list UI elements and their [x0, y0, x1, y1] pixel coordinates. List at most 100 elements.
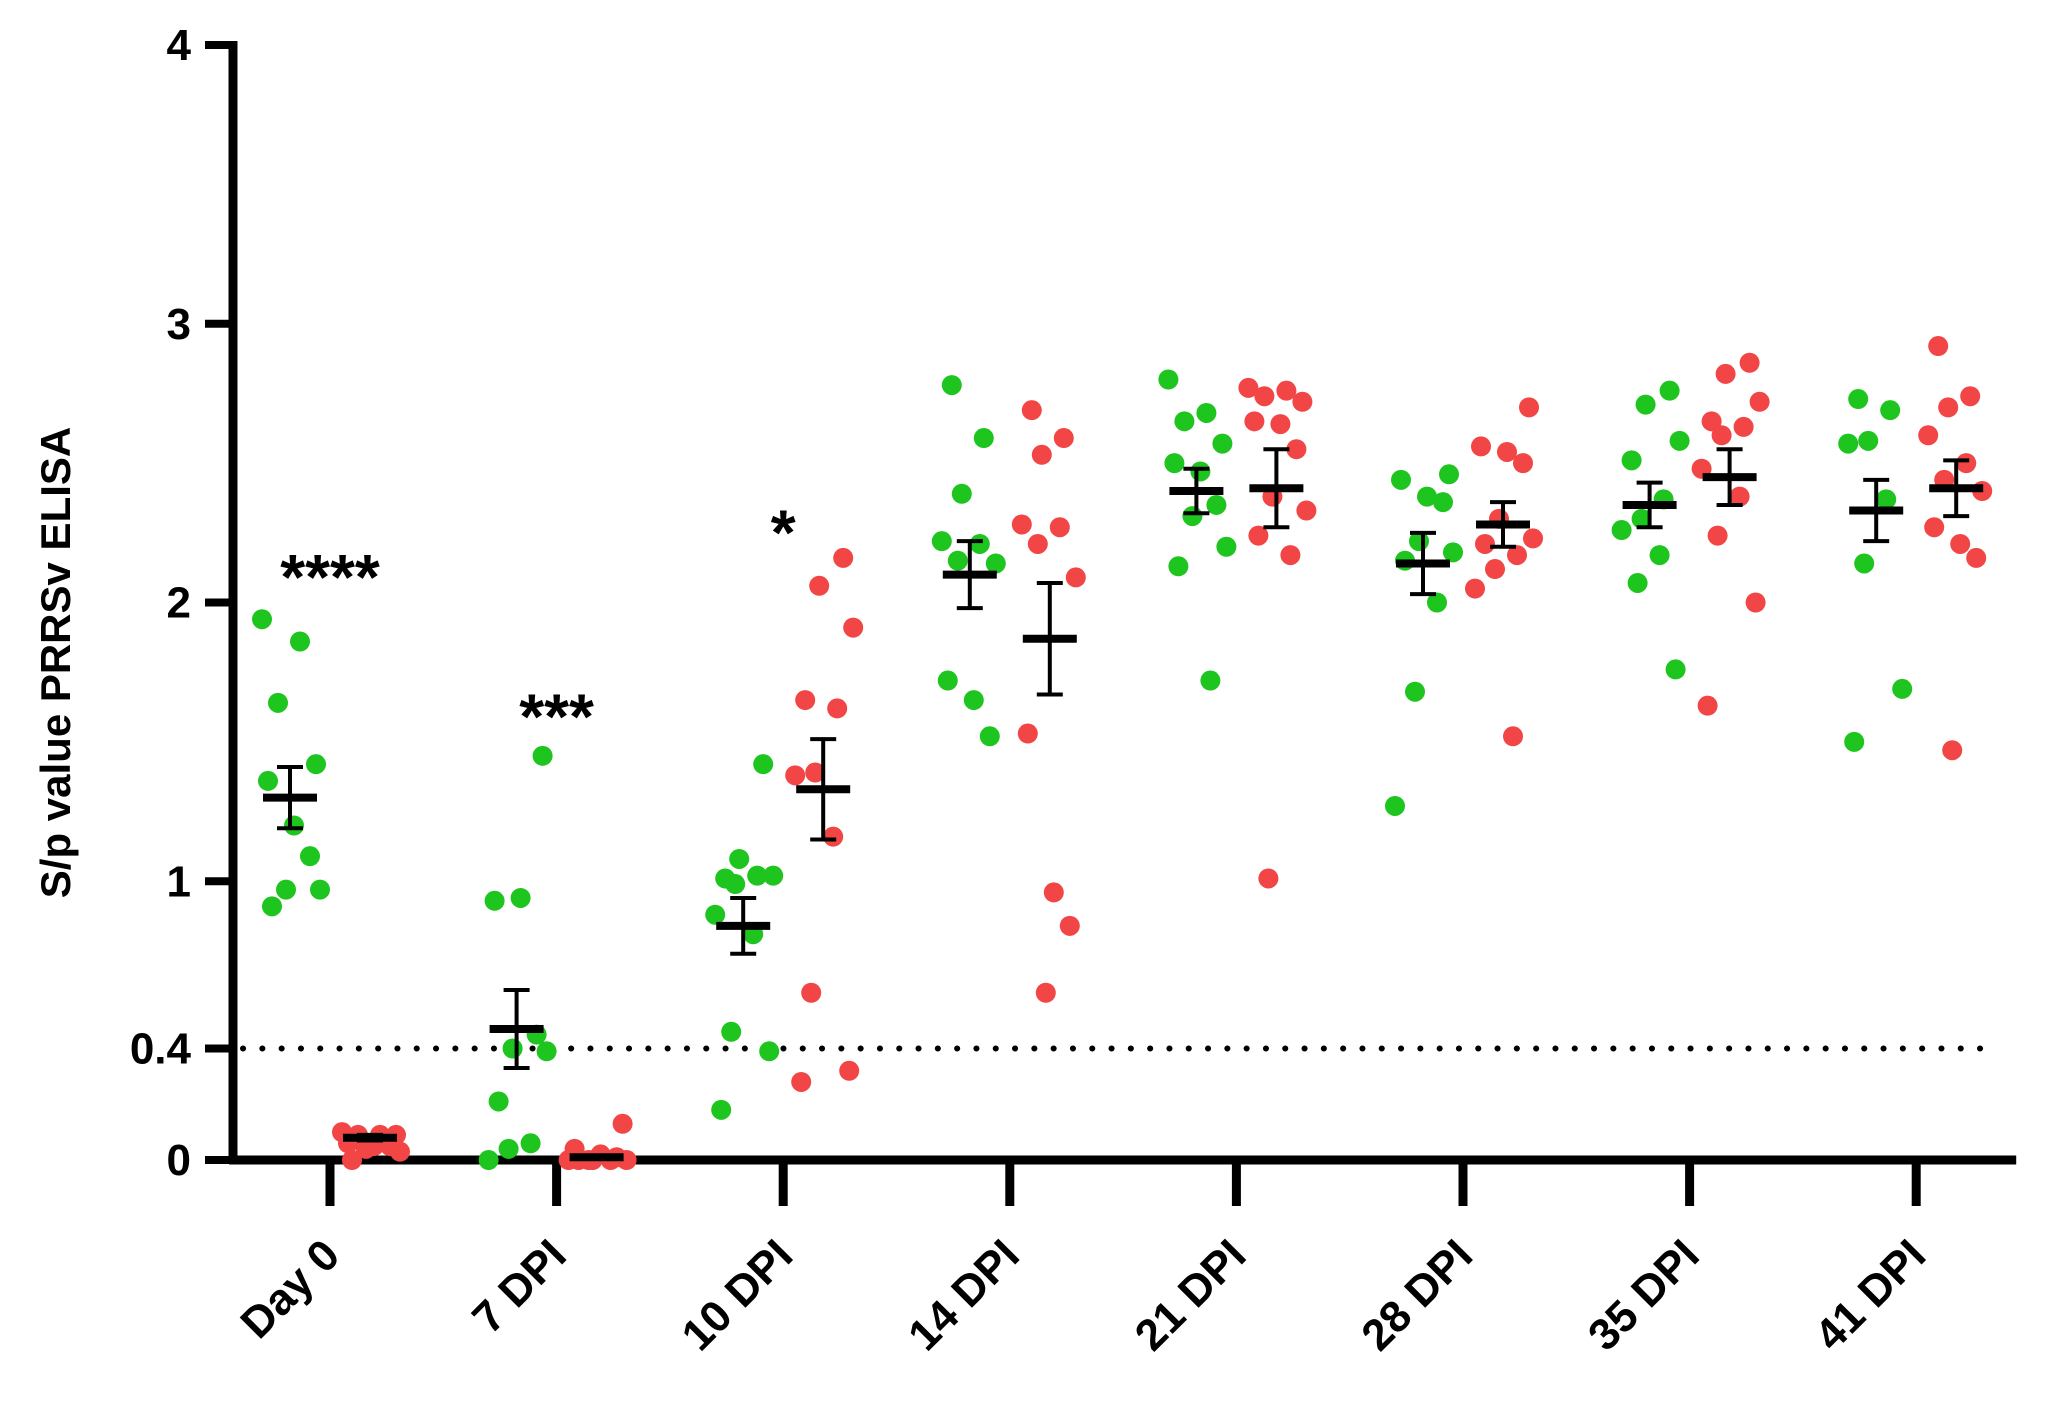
data-point — [1174, 411, 1195, 432]
data-point — [1697, 695, 1718, 716]
data-point — [290, 631, 310, 652]
data-point — [1844, 731, 1865, 752]
data-point — [795, 690, 816, 711]
data-point — [1876, 489, 1897, 510]
data-point — [1665, 659, 1686, 680]
data-point — [963, 690, 984, 711]
data-point — [1059, 915, 1080, 936]
significance-marker: * — [771, 496, 796, 568]
data-point — [1244, 411, 1265, 432]
data-point — [951, 483, 972, 504]
data-point — [1854, 553, 1875, 574]
mean-sem-bars — [263, 447, 1984, 1162]
data-point — [1918, 425, 1939, 446]
data-point — [941, 375, 962, 396]
data-point — [833, 547, 854, 568]
data-point — [1065, 567, 1086, 588]
data-point — [1035, 982, 1056, 1003]
data-point — [1433, 492, 1453, 513]
x-tick-label: 35 DPI — [1579, 1230, 1709, 1360]
data-point — [1158, 369, 1179, 390]
data-point — [1296, 500, 1317, 521]
data-point — [612, 1113, 633, 1134]
x-tick-label: 10 DPI — [673, 1230, 803, 1360]
data-point — [1956, 453, 1977, 474]
data-point — [1669, 430, 1690, 451]
data-point — [390, 1141, 410, 1162]
data-point — [947, 550, 968, 571]
data-point — [1715, 363, 1736, 384]
data-point — [823, 826, 844, 847]
data-point — [488, 1091, 509, 1112]
data-point — [1928, 336, 1949, 357]
data-point — [342, 1150, 362, 1170]
significance-annotations: ******** — [280, 496, 796, 752]
data-point — [1190, 461, 1211, 482]
data-point — [1960, 386, 1981, 407]
data-point — [839, 1060, 860, 1081]
data-point — [725, 874, 746, 895]
data-points — [252, 336, 1993, 1170]
data-point — [1635, 394, 1656, 415]
data-point — [1417, 486, 1437, 507]
data-point — [1838, 433, 1859, 454]
data-point — [1276, 380, 1297, 401]
data-point — [1286, 439, 1307, 460]
data-point — [1485, 559, 1505, 580]
data-point — [1507, 545, 1527, 566]
data-point — [1950, 533, 1971, 554]
data-point — [1168, 556, 1189, 577]
data-point — [284, 815, 304, 836]
data-point — [1439, 464, 1459, 485]
data-point — [1443, 542, 1463, 563]
data-point — [973, 428, 994, 449]
data-point — [310, 879, 330, 900]
data-point — [1216, 536, 1237, 557]
data-point — [1212, 433, 1233, 454]
data-point — [520, 1133, 541, 1154]
data-point — [1280, 545, 1301, 566]
data-point — [805, 762, 826, 783]
data-point — [1196, 402, 1217, 423]
y-tick-label: 4 — [167, 21, 192, 70]
y-tick-label: 1 — [167, 857, 191, 906]
data-point — [1519, 397, 1539, 418]
data-point — [1611, 520, 1632, 541]
data-point — [1475, 533, 1495, 554]
data-point — [1182, 506, 1203, 527]
data-point — [268, 692, 288, 713]
data-point — [1292, 391, 1313, 412]
data-point — [1627, 572, 1648, 593]
x-tick-label: 28 DPI — [1352, 1230, 1482, 1360]
data-point — [306, 754, 326, 775]
data-point — [759, 1041, 780, 1062]
data-point — [1848, 389, 1869, 410]
data-point — [1858, 430, 1879, 451]
data-point — [1021, 400, 1042, 421]
data-point — [1200, 670, 1221, 691]
data-point — [1053, 428, 1074, 449]
data-point — [791, 1071, 812, 1092]
data-point — [1739, 352, 1760, 373]
data-point — [484, 890, 505, 911]
data-point — [1880, 400, 1901, 421]
data-point — [747, 865, 768, 886]
data-point — [502, 1038, 523, 1059]
data-point — [1924, 517, 1945, 538]
data-point — [1497, 441, 1517, 462]
data-point — [711, 1099, 732, 1120]
data-point — [827, 698, 848, 719]
data-point — [1049, 517, 1070, 538]
data-point — [1011, 514, 1032, 535]
x-tick-label: 21 DPI — [1126, 1230, 1256, 1360]
significance-marker: **** — [280, 541, 380, 613]
data-point — [1238, 377, 1259, 398]
data-point — [1164, 453, 1185, 474]
data-point — [785, 765, 806, 786]
data-point — [1248, 525, 1269, 546]
data-point — [1258, 868, 1279, 889]
data-point — [1043, 882, 1064, 903]
data-point — [1465, 578, 1485, 599]
data-point — [1270, 414, 1291, 435]
y-tick-label: 0.4 — [130, 1025, 192, 1074]
